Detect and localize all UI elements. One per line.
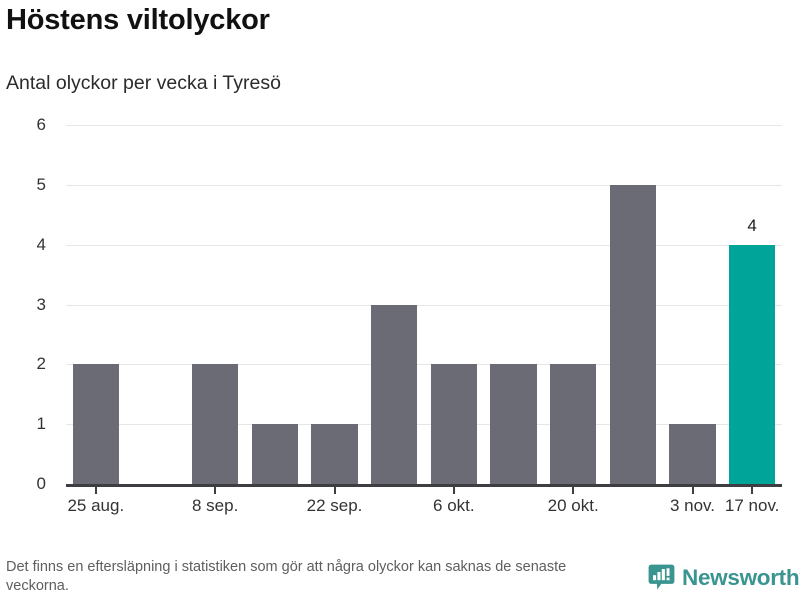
gridline [66, 304, 782, 306]
gridline [66, 244, 782, 246]
x-axis: 25 aug. 8 sep. 22 sep. 6 okt. 20 okt. 3 nov. 1… [0, 486, 800, 526]
bar[interactable] [311, 424, 358, 484]
x-axis-tick-label: 17 nov. [724, 496, 780, 515]
bar-chart-speech-bubble-icon [648, 564, 675, 591]
x-axis-tick-mark [214, 486, 217, 494]
bar[interactable] [490, 364, 537, 484]
bar[interactable] [251, 424, 299, 484]
gridlines-layer: 0 1 2 3 4 5 6 [0, 115, 800, 493]
y-axis-tick-label: 0 [36, 474, 46, 493]
y-axis-tick-label: 3 [36, 294, 46, 314]
x-axis-tick-mark [452, 486, 455, 494]
bar[interactable] [549, 364, 597, 484]
x-axis-line [66, 484, 782, 487]
gridline [66, 125, 782, 126]
bars-layer: 4 [0, 118, 800, 486]
x-axis-tick-label: 22 sep. [306, 496, 363, 515]
y-axis-tick-label: 1 [36, 414, 46, 434]
logo-wordmark: Newsworthy [682, 564, 800, 590]
x-axis-tick-mark [333, 486, 336, 494]
y-axis-tick-label: 2 [36, 354, 46, 374]
bar-value-label: 4 [747, 215, 757, 235]
x-axis-tick-mark [691, 486, 694, 494]
bar[interactable] [609, 184, 657, 484]
x-axis-tick-label: 20 okt. [547, 496, 599, 515]
chart-footer: Det finns en eftersläpning i statistiken… [0, 556, 800, 600]
footnote: Det finns en eftersläpning i statistiken… [6, 559, 567, 594]
x-axis-tick-mark [94, 486, 97, 494]
page-title: Höstens viltolyckor [6, 4, 270, 36]
x-axis-tick-label: 25 aug. [67, 496, 125, 515]
y-axis-tick-label: 6 [36, 115, 46, 134]
x-axis-tick-mark [572, 486, 575, 494]
gridline [66, 184, 782, 186]
y-axis-tick-label: 5 [36, 174, 46, 194]
x-axis-tick-label: 3 nov. [669, 496, 716, 515]
x-axis-tick-label: 6 okt. [433, 496, 475, 515]
x-axis-tick-label: 8 sep. [192, 496, 239, 515]
gridline [66, 424, 782, 426]
chart-plot-area: 0 1 2 3 4 5 6 4 [0, 115, 800, 493]
bar[interactable] [370, 304, 418, 484]
newsworthy-logo: Newsworthy [648, 564, 800, 591]
gridline [66, 364, 782, 366]
bar[interactable] [191, 364, 239, 484]
bar[interactable] [72, 364, 120, 484]
bar[interactable] [669, 424, 716, 484]
bar[interactable] [430, 364, 478, 484]
chart-subtitle: Antal olyckor per vecka i Tyresö [6, 72, 281, 94]
y-axis-tick-label: 4 [36, 234, 46, 254]
bar-highlighted[interactable] [728, 244, 776, 484]
x-axis-tick-mark [751, 486, 754, 494]
